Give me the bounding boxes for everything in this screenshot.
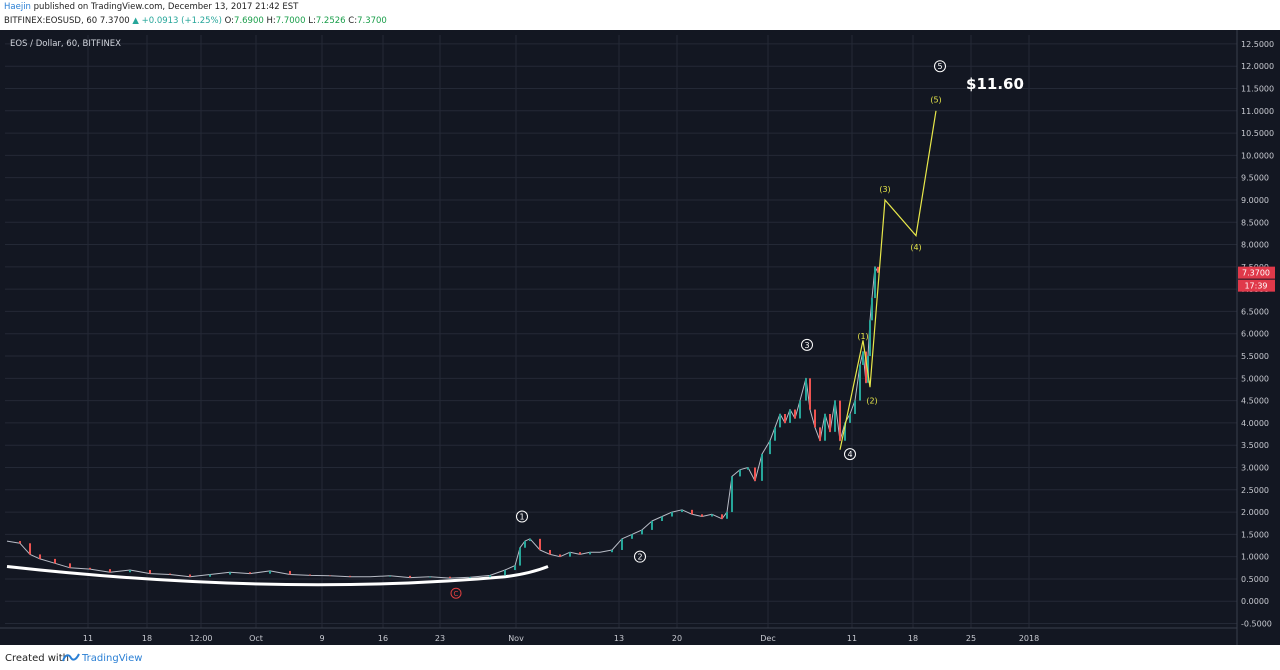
y-tick-label: 4.5000	[1241, 397, 1269, 406]
y-tick-label: 9.5000	[1241, 174, 1269, 183]
last-price: 7.3700	[99, 16, 130, 26]
x-tick-label: Dec	[760, 634, 775, 643]
y-tick-label: -0.5000	[1241, 620, 1272, 629]
y-tick-label: 1.0000	[1241, 553, 1269, 562]
author-link[interactable]: Haejin	[4, 2, 31, 12]
wave-projection-line	[839, 110, 937, 450]
last-price-badge-text: 7.3700	[1242, 269, 1270, 278]
ohlc-line: BITFINEX:EOSUSD, 60 7.3700 ▲ +0.0913 (+1…	[4, 16, 387, 26]
wave-label-c: C	[450, 587, 462, 599]
wave-label-text: 4	[847, 450, 852, 459]
wave-label-circle	[516, 510, 528, 523]
y-tick-label: 5.5000	[1241, 352, 1269, 361]
high-label: H:	[266, 16, 276, 26]
tradingview-logo-icon[interactable]	[62, 652, 80, 663]
y-tick-label: 0.5000	[1241, 575, 1269, 584]
projection-wave-label: (3)	[879, 185, 890, 194]
projection-wave-label: (1)	[857, 332, 868, 341]
projection-wave-label: (2)	[866, 397, 877, 406]
open-value: 7.6900	[234, 16, 264, 26]
wave-label-text: 3	[804, 341, 809, 350]
wave-label-circle	[934, 60, 946, 73]
y-tick-label: 2.0000	[1241, 508, 1269, 517]
y-tick-label: 1.5000	[1241, 530, 1269, 539]
y-tick-label: 3.0000	[1241, 463, 1269, 472]
high-value: 7.7000	[275, 16, 306, 26]
x-tick-label: 23	[435, 634, 445, 643]
publish-line: Haejin published on TradingView.com, Dec…	[4, 2, 298, 12]
y-tick-label: 12.5000	[1241, 40, 1274, 49]
y-tick-label: 4.0000	[1241, 419, 1269, 428]
x-tick-label: 2018	[1019, 634, 1039, 643]
projection-wave-label: (5)	[930, 96, 941, 105]
last-price-badge	[1238, 266, 1275, 279]
y-tick-label: 6.0000	[1241, 330, 1269, 339]
y-tick-label: 0.0000	[1241, 597, 1269, 606]
countdown-badge-text: 17:39	[1244, 282, 1267, 291]
chart-background	[0, 30, 1280, 645]
low-value: 7.2526	[315, 16, 346, 26]
x-tick-label: 9	[319, 634, 324, 643]
y-tick-label: 11.5000	[1241, 85, 1274, 94]
close-label: C:	[348, 16, 358, 26]
symbol-label: BITFINEX:EOSUSD, 60	[4, 16, 98, 26]
chart-footer: Created with TradingView	[0, 645, 1280, 670]
x-tick-label: 11	[83, 634, 93, 643]
open-label: O:	[224, 16, 235, 26]
wave-label-text: 2	[637, 553, 642, 562]
y-tick-label: 3.5000	[1241, 441, 1269, 450]
x-tick-label: 11	[847, 634, 857, 643]
wave-label-text: 5	[937, 62, 942, 71]
x-tick-label: 18	[908, 634, 918, 643]
created-with-label: Created with	[5, 653, 69, 664]
up-arrow-icon: ▲	[132, 16, 139, 26]
y-tick-label: 2.5000	[1241, 486, 1269, 495]
y-tick-label: 8.0000	[1241, 241, 1269, 250]
wave-label-1: 1	[516, 510, 528, 523]
wave-label-c-text: C	[454, 590, 459, 598]
x-tick-label: 12:00	[189, 634, 212, 643]
x-tick-label: Nov	[508, 634, 524, 643]
y-tick-label: 5.0000	[1241, 374, 1269, 383]
wave-label-c-circle	[450, 587, 462, 599]
wave-label-4: 4	[844, 448, 856, 461]
price-change: +0.0913 (+1.25%)	[141, 16, 222, 26]
y-tick-label: 10.5000	[1241, 129, 1274, 138]
wave-label-circle	[844, 448, 856, 461]
y-tick-label: 8.5000	[1241, 218, 1269, 227]
wave-label-3: 3	[801, 338, 813, 351]
y-tick-label: 11.0000	[1241, 107, 1274, 116]
x-tick-label: 20	[672, 634, 682, 643]
countdown-badge	[1238, 279, 1275, 292]
low-label: L:	[308, 16, 316, 26]
x-tick-label: 18	[142, 634, 152, 643]
wave-label-circle	[634, 550, 646, 563]
x-tick-label: Oct	[249, 634, 263, 643]
wave-label-circle	[801, 338, 813, 351]
projection-wave-label: (4)	[910, 243, 921, 252]
publish-info: published on TradingView.com, December 1…	[30, 2, 299, 12]
target-price-label: $11.60	[966, 75, 1024, 93]
close-value: 7.3700	[357, 16, 387, 26]
x-tick-label: 16	[378, 634, 388, 643]
wave-label-2: 2	[634, 550, 646, 563]
wave-label-5: 5	[934, 60, 946, 73]
x-tick-label: 13	[614, 634, 624, 643]
y-tick-label: 10.0000	[1241, 151, 1274, 160]
price-chart[interactable]: -0.5000 0.0000 0.5000 1.0000 1.5000 2.0000 2.5…	[0, 30, 1280, 645]
base-curve	[6, 564, 549, 587]
chart-title: EOS / Dollar, 60, BITFINEX	[10, 39, 121, 49]
y-tick-label: 6.5000	[1241, 307, 1269, 316]
y-tick-label: 9.0000	[1241, 196, 1269, 205]
x-tick-label: 25	[966, 634, 976, 643]
wave-label-text: 1	[519, 513, 524, 522]
tradingview-brand-link[interactable]: TradingView	[82, 653, 143, 664]
y-tick-label: 12.0000	[1241, 62, 1274, 71]
chart-header: Haejin published on TradingView.com, Dec…	[0, 0, 1280, 30]
grid-lines	[5, 35, 1237, 628]
